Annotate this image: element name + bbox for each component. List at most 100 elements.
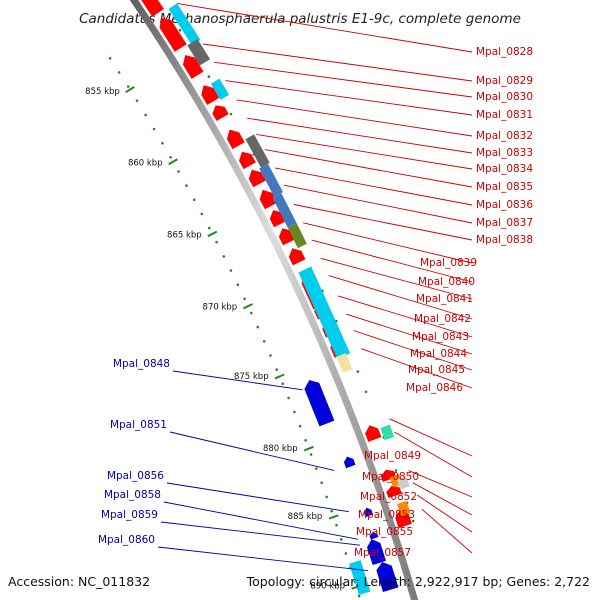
gene-label: Mpal_0829	[476, 75, 533, 87]
gene-label: Mpal_0833	[476, 147, 533, 159]
reverse-gene	[343, 456, 356, 469]
leader-line	[236, 99, 473, 137]
tick-dot-8	[177, 170, 180, 173]
outer-tick-dot-14	[411, 519, 415, 523]
rrna-feature	[210, 78, 230, 100]
scale-tick-2	[207, 230, 218, 238]
outer-tick-dot-10	[364, 390, 368, 394]
tick-dot-10	[192, 198, 196, 202]
leader-line	[264, 149, 473, 188]
reverse-gene-labels: Mpal_0848 Mpal_0851 Mpal_0856 Mpal_0858 Mpal…	[98, 358, 170, 546]
gene-label: Mpal_0844	[410, 348, 467, 360]
leader-line	[202, 43, 473, 82]
forward-gene-labels: Mpal_0828 Mpal_0829 Mpal_0830 Mpal_0831 Mpal…	[354, 46, 533, 559]
leader-line	[346, 313, 473, 355]
forward-gene	[259, 189, 278, 210]
scale-tick-label: 860 kbp	[128, 159, 163, 169]
gene-label: Mpal_0850	[362, 471, 419, 483]
gene-label: Mpal_0859	[101, 509, 158, 521]
label-leaders	[157, 2, 473, 572]
gene-label: Mpal_0851	[110, 419, 167, 431]
gene-label: Mpal_0846	[406, 382, 463, 394]
trna-feature	[245, 134, 270, 168]
forward-gene	[226, 129, 245, 150]
misc-feature	[272, 193, 297, 228]
tick-dot-2	[126, 85, 130, 88]
tick-dot-28	[309, 453, 313, 456]
gene-label: Mpal_0840	[418, 276, 475, 288]
tick-dot-15	[229, 269, 233, 272]
scale-tick-0	[125, 86, 135, 94]
rrna-feature	[168, 3, 201, 46]
leader-line	[283, 184, 473, 224]
gene-label: Mpal_0834	[476, 163, 533, 175]
reverse-gene	[304, 380, 335, 427]
leader-line	[361, 348, 473, 389]
leader-line	[225, 80, 473, 116]
gene-label: Mpal_0830	[476, 91, 533, 103]
tick-dot-18	[250, 311, 253, 315]
reverse-gene	[363, 507, 373, 518]
leader-line	[163, 501, 359, 540]
outer-tick-dot-12	[394, 469, 398, 472]
scale-tick-label: 865 kbp	[167, 231, 202, 241]
forward-gene	[183, 55, 204, 79]
gene-label: Mpal_0857	[354, 547, 411, 559]
tick-dot-25	[293, 410, 296, 414]
gene-label: Mpal_0860	[98, 534, 155, 546]
tick-dot-11	[200, 212, 204, 216]
gene-label: Mpal_0842	[414, 313, 471, 325]
scale-tick-label: 890 kbp	[310, 582, 345, 592]
gene-label: Mpal_0835	[476, 181, 533, 193]
tick-dot-6	[161, 141, 164, 145]
trna-feature	[187, 39, 211, 66]
leader-line	[172, 370, 303, 391]
leader-line	[394, 431, 473, 478]
scale-tick-label: 885 kbp	[288, 512, 323, 522]
gene-label: Mpal_0838	[476, 234, 533, 246]
scale-tick-3	[243, 303, 254, 310]
leader-line	[176, 2, 473, 53]
forward-gene	[159, 17, 187, 52]
leader-line	[353, 330, 473, 371]
tick-dot-7	[169, 156, 172, 159]
repeat-feature	[397, 500, 411, 517]
pale-feature	[336, 353, 353, 373]
scale-tick-label: 875 kbp	[234, 372, 269, 382]
leader-line	[169, 431, 335, 471]
forward-gene	[248, 169, 266, 188]
gene-label: Mpal_0841	[416, 293, 473, 305]
rrna-feature	[298, 266, 351, 359]
outer-tick-dot-3	[229, 112, 233, 116]
gene-label: Mpal_0853	[358, 509, 415, 521]
tick-dot-3	[135, 99, 139, 102]
teal-feature	[380, 424, 395, 441]
forward-gene	[288, 248, 306, 266]
outer-tick-dot-9	[356, 370, 360, 373]
misc-feature	[259, 163, 283, 197]
gene-label: Mpal_0837	[476, 217, 533, 229]
forward-gene	[365, 425, 382, 442]
tick-dot-19	[256, 325, 260, 329]
leader-line	[256, 133, 473, 170]
leader-line	[160, 521, 361, 546]
tick-dot-9	[185, 184, 188, 187]
gene-label: Mpal_0858	[104, 489, 161, 501]
tick-dot-38	[357, 594, 361, 598]
leader-line	[311, 239, 473, 283]
tick-dot-30	[320, 481, 323, 485]
reverse-gene	[376, 562, 399, 592]
tick-dot-26	[298, 424, 302, 428]
gene-label: Mpal_0828	[476, 46, 533, 58]
tick-dot-32	[330, 509, 334, 513]
leader-line	[416, 494, 473, 533]
forward-gene	[386, 485, 402, 498]
forward-gene	[212, 105, 229, 121]
gene-label: Mpal_0849	[364, 450, 421, 462]
topology-text: Topology: circular; Length: 2,922,917 bp…	[246, 574, 590, 589]
leader-line	[408, 470, 473, 498]
reverse-gene	[369, 532, 379, 540]
gene-label: Mpal_0831	[476, 109, 533, 121]
forward-gene	[395, 509, 412, 529]
